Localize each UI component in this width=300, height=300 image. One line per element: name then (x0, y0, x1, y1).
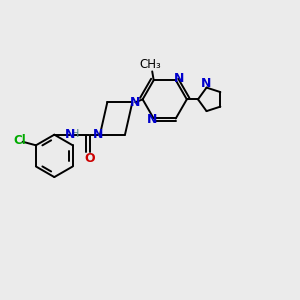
Text: CH₃: CH₃ (140, 58, 162, 70)
Text: N: N (92, 128, 103, 141)
Text: N: N (147, 113, 158, 127)
Text: N: N (201, 77, 212, 90)
Text: N: N (65, 128, 76, 141)
Text: H: H (71, 129, 79, 139)
Text: Cl: Cl (14, 134, 26, 147)
Text: N: N (130, 96, 140, 109)
Text: N: N (173, 72, 184, 85)
Text: O: O (84, 152, 95, 165)
